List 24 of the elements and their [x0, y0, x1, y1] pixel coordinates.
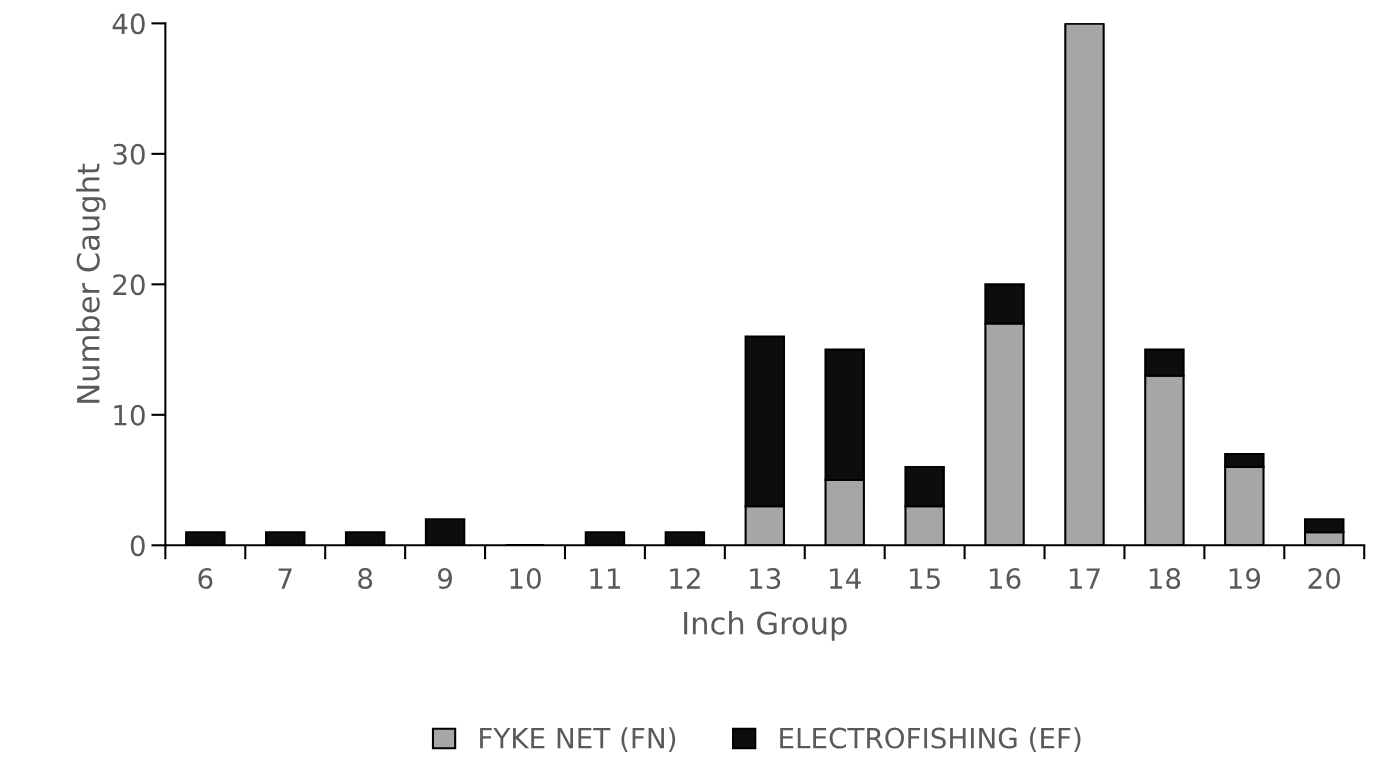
x-tick-label: 9 [438, 568, 452, 590]
x-tick-label: 15 [910, 568, 940, 590]
x-tick-label: 13 [750, 568, 781, 590]
x-tick-label: 8 [358, 568, 373, 590]
x-tick-label: 18 [1149, 568, 1181, 590]
x-tick-label: 16 [989, 568, 1021, 590]
legend-label: FYKE NET (FN) [480, 727, 676, 752]
x-tick-label: 6 [198, 568, 213, 590]
x-tick-label: 11 [590, 568, 621, 589]
y-tick-label: 20 [113, 274, 145, 296]
x-tick-label: 12 [670, 568, 700, 589]
y-tick-label: 30 [113, 143, 145, 165]
y-tick-label: 0 [130, 535, 145, 557]
x-tick-label: 17 [1069, 568, 1100, 589]
x-tick-label: 7 [278, 568, 292, 589]
x-axis-title: Inch Group [684, 611, 847, 641]
y-axis-title: Number Caught [76, 163, 106, 403]
y-tick-label: 40 [112, 13, 145, 35]
x-tick-label: 19 [1229, 568, 1261, 590]
legend-label: ELECTROFISHING (EF) [780, 727, 1081, 752]
x-tick-label: 14 [830, 568, 861, 589]
x-tick-label: 10 [510, 568, 541, 590]
y-tick-label: 10 [114, 404, 145, 426]
x-tick-label: 20 [1308, 568, 1341, 590]
